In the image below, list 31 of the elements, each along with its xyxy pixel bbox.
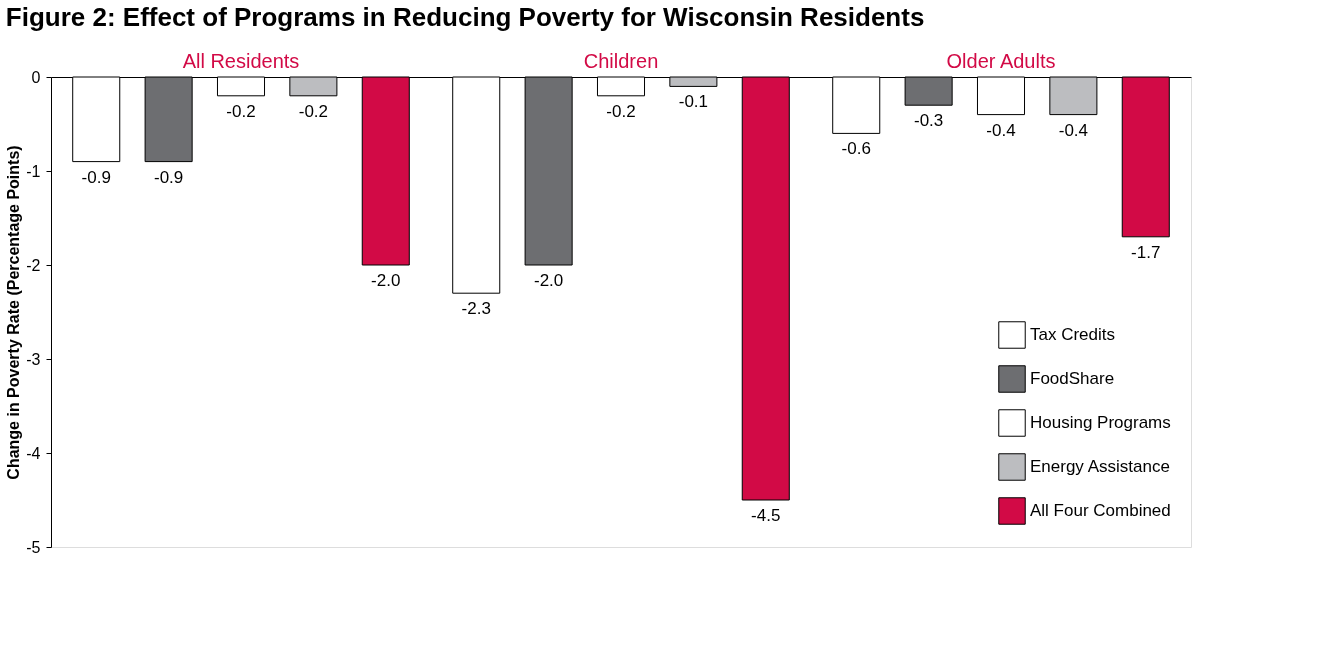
y-axis-title: Change in Poverty Rate (Percentage Points) [5, 145, 23, 480]
chart-title: Figure 2: Effect of Programs in Reducing Poverty for Wisconsin Residents [5, 2, 925, 32]
data-label: -0.1 [678, 92, 709, 112]
data-label: -0.3 [913, 111, 944, 131]
data-label: -0.9 [153, 167, 184, 187]
data-label: -2.0 [533, 271, 564, 290]
y-tick-label: 0 [31, 68, 41, 86]
y-tick-label: -4 [26, 444, 41, 462]
legend-label: All Four Combined [1030, 501, 1171, 520]
legend-label: Tax Credits [1030, 325, 1116, 344]
x-tick-label: Children [583, 49, 659, 72]
data-label: -4.5 [751, 506, 781, 525]
data-label: -0.2 [226, 101, 256, 121]
legend-label: FoodShare [1030, 369, 1115, 388]
data-label: -0.4 [986, 120, 1016, 140]
data-label: -0.4 [1058, 120, 1089, 140]
data-label: -1.7 [1131, 242, 1161, 262]
data-label: -0.6 [841, 139, 871, 159]
x-tick-label: All Residents [182, 49, 300, 72]
y-tick-label: -1 [26, 162, 41, 180]
x-tick-label: Older Adults [946, 49, 1056, 72]
y-tick-label: -2 [26, 256, 41, 274]
y-tick-label: -3 [26, 350, 41, 368]
data-label: -2.0 [371, 271, 401, 290]
data-label: -0.2 [606, 101, 636, 121]
legend-label: Housing Programs [1030, 413, 1171, 432]
data-label: -0.9 [81, 167, 111, 187]
data-label: -0.2 [298, 101, 329, 121]
data-label: -2.3 [461, 299, 491, 319]
legend-label: Energy Assistance [1030, 457, 1170, 476]
y-tick-label: -5 [26, 538, 41, 556]
